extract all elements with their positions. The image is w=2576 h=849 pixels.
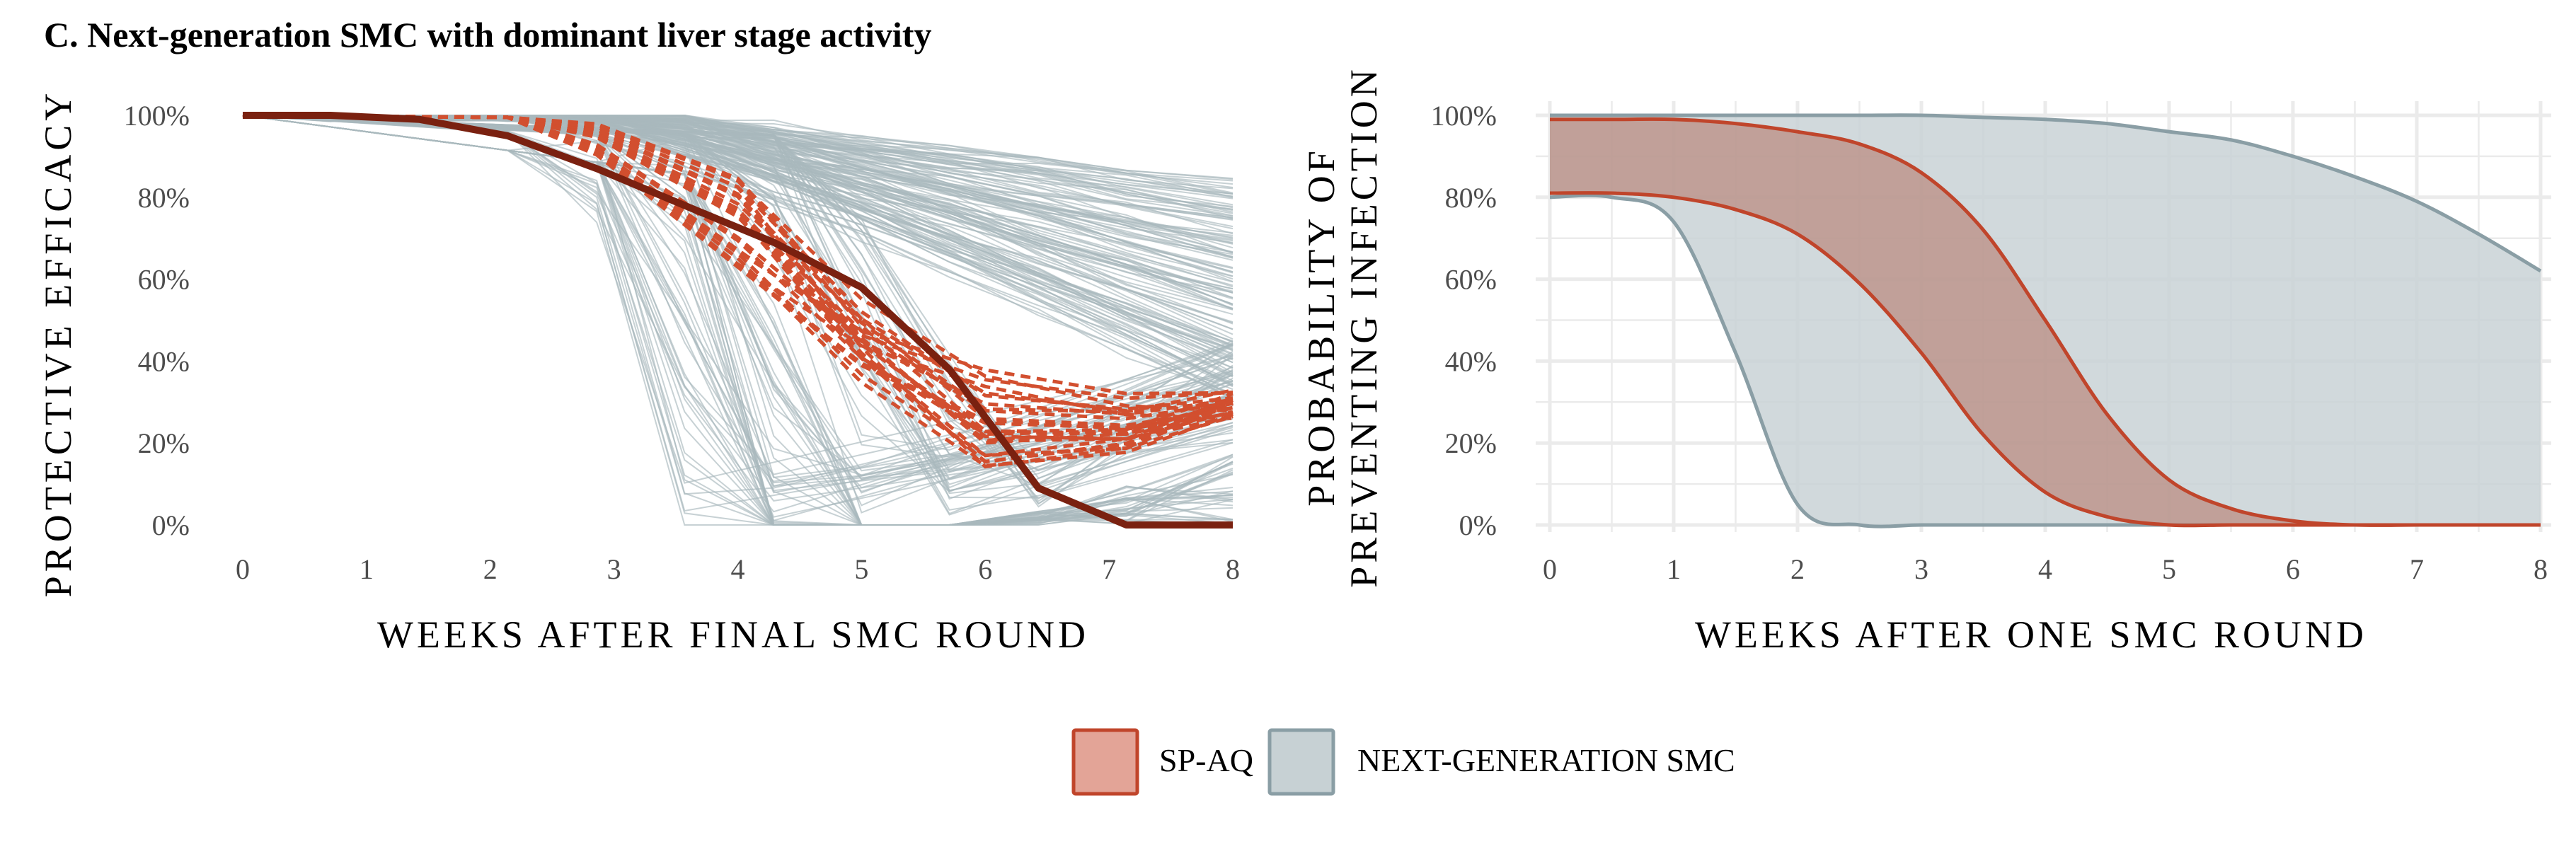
- left-panel: PROTECTIVE EFFICACY 0% 20% 40% 60% 80% 100% 0…: [37, 89, 1240, 656]
- y-tick-label: 100%: [1431, 100, 1497, 132]
- left-y-ticks: 0% 20% 40% 60% 80% 100%: [124, 100, 190, 541]
- nextgen-trajectory: [242, 115, 1234, 521]
- x-tick-label: 5: [854, 553, 868, 585]
- left-spaq-trajectories: [242, 113, 1234, 469]
- x-tick-label: 1: [360, 553, 374, 585]
- left-spaq-mean: [243, 112, 1233, 529]
- x-tick-label: 8: [2534, 553, 2548, 585]
- x-tick-label: 5: [2162, 553, 2176, 585]
- right-y-axis-label-line1: PROBABILITY OF: [1300, 147, 1342, 507]
- x-tick-label: 4: [731, 553, 745, 585]
- y-tick-label: 80%: [138, 182, 190, 214]
- left-x-axis-label: WEEKS AFTER FINAL SMC ROUND: [377, 613, 1089, 656]
- nextgen-upper-line: [1550, 113, 2542, 273]
- x-tick-label: 6: [2286, 553, 2300, 585]
- y-tick-label: 0%: [152, 509, 190, 541]
- x-tick-label: 7: [1102, 553, 1116, 585]
- y-tick-label: 80%: [1445, 182, 1497, 214]
- x-tick-label: 8: [1226, 553, 1240, 585]
- spaq-lower-line: [1549, 191, 2541, 528]
- y-tick-label: 20%: [138, 427, 190, 459]
- legend-label-nextgen: NEXT-GENERATION SMC: [1357, 742, 1735, 778]
- y-tick-label: 0%: [1459, 509, 1497, 541]
- spaq-mean-line: [243, 112, 1233, 529]
- right-y-axis-label-line2: PREVENTING INFECTION: [1342, 66, 1385, 587]
- y-tick-label: 40%: [1445, 345, 1497, 377]
- nextgen-trajectory: [242, 115, 1234, 526]
- legend: SP-AQ NEXT-GENERATION SMC: [1071, 728, 1735, 796]
- left-y-axis-label: PROTECTIVE EFFICACY: [37, 89, 79, 598]
- x-tick-label: 4: [2038, 553, 2052, 585]
- x-tick-label: 0: [1543, 553, 1557, 585]
- spaq-trajectory: [242, 113, 1234, 430]
- right-x-axis-label: WEEKS AFTER ONE SMC ROUND: [1695, 613, 2367, 656]
- spaq-trajectory: [242, 113, 1234, 469]
- x-tick-label: 3: [607, 553, 621, 585]
- right-y-ticks: 0% 20% 40% 60% 80% 100%: [1431, 100, 1497, 541]
- x-tick-label: 1: [1667, 553, 1681, 585]
- x-tick-label: 6: [978, 553, 992, 585]
- y-tick-label: 60%: [138, 264, 190, 296]
- legend-key-nextgen: [1267, 728, 1335, 796]
- left-x-ticks: 0 1 2 3 4 5 6 7 8: [236, 553, 1240, 585]
- y-tick-label: 60%: [1445, 264, 1497, 296]
- y-tick-label: 40%: [138, 345, 190, 377]
- x-tick-label: 2: [1790, 553, 1805, 585]
- x-tick-label: 7: [2410, 553, 2424, 585]
- x-tick-label: 3: [1914, 553, 1928, 585]
- y-tick-label: 100%: [124, 100, 190, 132]
- right-panel: PROBABILITY OF PREVENTING INFECTION 0%20…: [1300, 66, 2551, 656]
- x-tick-label: 0: [236, 553, 250, 585]
- right-bands: [1549, 113, 2542, 529]
- right-x-ticks: 0 1 2 3 4 5 6 7 8: [1543, 553, 2548, 585]
- legend-key-spaq: [1071, 728, 1139, 796]
- y-tick-label: 20%: [1445, 427, 1497, 459]
- x-tick-label: 2: [483, 553, 498, 585]
- legend-label-spaq: SP-AQ: [1159, 742, 1253, 778]
- figure-title: C. Next-generation SMC with dominant liv…: [44, 15, 931, 54]
